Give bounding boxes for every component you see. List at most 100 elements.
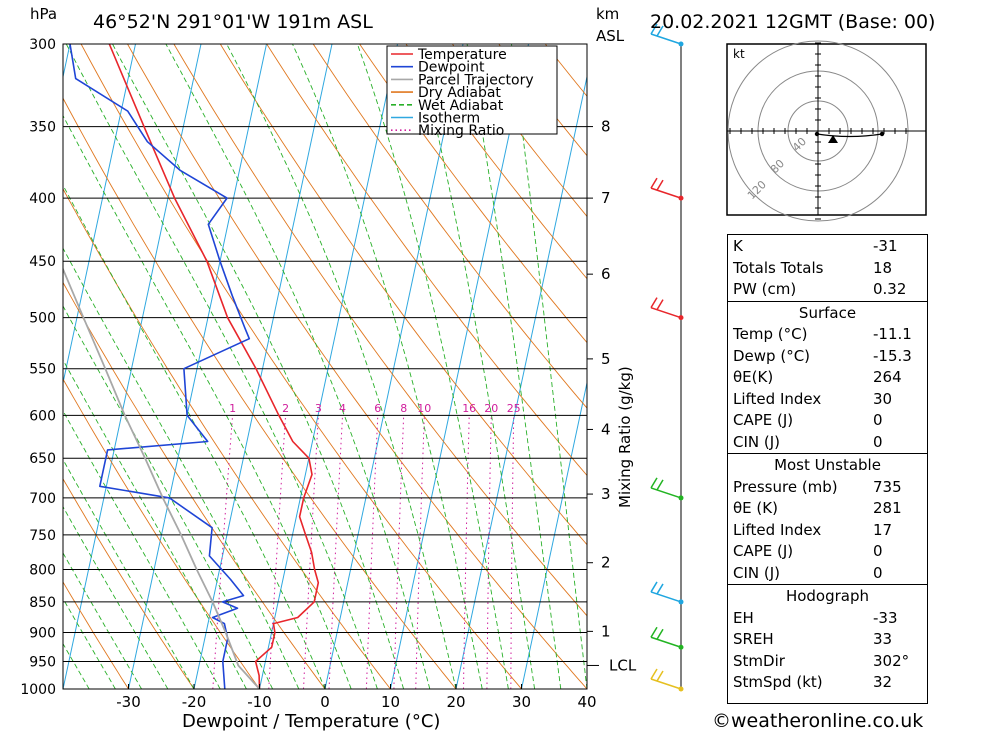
pressure-unit-label: hPa <box>30 5 57 23</box>
wet-adiabat-line <box>63 305 274 689</box>
wet-adiabat-line <box>63 597 116 689</box>
wind-barb-staff <box>650 33 682 45</box>
mixing-ratio-label: 2 <box>282 402 289 415</box>
pressure-tick-label: 650 <box>29 451 56 467</box>
hodograph-unit: kt <box>733 47 745 61</box>
mixing-ratio-label: 6 <box>374 402 381 415</box>
index-label: PW (cm) <box>733 280 797 298</box>
location-title: 46°52'N 291°01'W 191m ASL <box>93 11 373 33</box>
km-tick-label: 3 <box>601 485 611 503</box>
isotherm-line <box>63 44 202 689</box>
index-value: 0 <box>873 432 883 451</box>
mixing-ratio-label: 4 <box>339 402 346 415</box>
wind-barb-flag <box>656 25 664 37</box>
isotherm-line <box>259 44 398 689</box>
wet-adiabat-line <box>511 44 587 689</box>
index-row: Pressure (mb) 735 <box>728 476 927 498</box>
index-label: SREH <box>733 630 774 648</box>
datetime-title: 20.02.2021 12GMT (Base: 00) <box>650 11 935 33</box>
x-tick-label: 10 <box>381 693 400 711</box>
wind-level-dot <box>678 686 684 692</box>
index-value: -15.3 <box>873 346 912 365</box>
series-dewpoint-line <box>69 44 251 689</box>
pressure-tick-label: 800 <box>29 563 56 579</box>
index-row: StmSpd (kt) 32 <box>728 671 927 693</box>
index-value: -11.1 <box>873 325 912 343</box>
wind-barb <box>650 626 684 650</box>
index-label: CAPE (J) <box>733 542 794 560</box>
wind-barb <box>650 668 684 692</box>
wet-adiabat-line <box>63 552 142 689</box>
x-tick-label: 0 <box>320 693 330 711</box>
index-value: 18 <box>873 258 893 277</box>
pressure-tick-label: 450 <box>29 254 56 270</box>
index-row: Temp (°C) -11.1 <box>728 323 927 345</box>
x-axis-title: Dewpoint / Temperature (°C) <box>182 711 440 732</box>
wet-adiabat-line <box>63 505 169 689</box>
index-row: CAPE (J) 0 <box>728 540 927 562</box>
pressure-tick-label: 1000 <box>20 682 56 698</box>
index-label: EH <box>733 608 754 627</box>
wind-barb-flag <box>656 670 664 682</box>
x-tick-label: -20 <box>182 693 207 711</box>
wind-barb-flag <box>656 628 664 640</box>
index-row: Dewp (°C) -15.3 <box>728 345 927 367</box>
legend-label: Dewpoint <box>418 60 485 76</box>
index-value: -33 <box>873 608 898 627</box>
chart-grid <box>0 44 587 689</box>
index-label: Lifted Index <box>733 389 822 408</box>
x-tick-label: 30 <box>512 693 531 711</box>
km-tick-label: 7 <box>601 189 611 207</box>
dry-adiabat-line <box>63 477 195 689</box>
index-label: Pressure (mb) <box>733 477 838 496</box>
index-row: SREH 33 <box>728 628 927 650</box>
index-value: 0 <box>873 563 883 582</box>
index-value: 33 <box>873 630 893 648</box>
hodograph-point <box>879 131 885 137</box>
index-row: StmDir 302° <box>728 650 927 672</box>
isotherm-line <box>390 44 529 689</box>
legend-label: Dry Adiabat <box>418 85 501 101</box>
pressure-tick-label: 700 <box>29 491 56 507</box>
dry-adiabat-line <box>127 44 587 689</box>
km-unit-label: km <box>596 5 619 23</box>
wind-barb-flag <box>656 299 664 311</box>
legend-label: Isotherm <box>418 111 480 127</box>
mixing-ratio-line <box>463 415 470 689</box>
wind-barb-flag <box>650 477 658 489</box>
wind-profile <box>650 23 684 692</box>
wind-barb <box>650 581 684 605</box>
panel-divider <box>728 584 927 585</box>
km-tick-label: 2 <box>601 554 611 572</box>
wind-level-dot <box>678 41 684 47</box>
pressure-tick-label: 500 <box>29 311 56 327</box>
asl-label: ASL <box>596 27 625 45</box>
index-label: θE (K) <box>733 499 778 517</box>
dry-adiabat-line <box>405 44 587 280</box>
wind-barb-flag <box>650 23 658 35</box>
x-tick-label: -30 <box>116 693 141 711</box>
wind-barb-staff <box>650 591 682 603</box>
isotherm-line <box>455 74 587 689</box>
wind-barb <box>650 477 684 501</box>
panel-section-title: Surface <box>798 303 857 322</box>
index-row: θE(K) 264 <box>728 366 927 388</box>
index-label: StmDir <box>733 651 785 670</box>
isotherm-line <box>193 44 333 689</box>
mixing-ratio-label: 20 <box>484 402 498 415</box>
wind-level-dot <box>678 195 684 201</box>
mixing-ratio-line <box>212 415 234 689</box>
panel-section-title: Most Unstable <box>774 456 881 474</box>
index-row: CIN (J) 0 <box>728 431 927 453</box>
dry-adiabat-line <box>219 44 587 546</box>
wind-barb <box>650 177 684 201</box>
pressure-tick-label: 300 <box>29 37 56 53</box>
isotherm-line <box>0 44 5 689</box>
isotherm-line <box>128 44 267 689</box>
pressure-tick-label: 900 <box>29 626 56 642</box>
index-value: 281 <box>873 499 902 517</box>
copyright: ©weatheronline.co.uk <box>712 710 924 732</box>
pressure-tick-label: 400 <box>29 191 56 207</box>
